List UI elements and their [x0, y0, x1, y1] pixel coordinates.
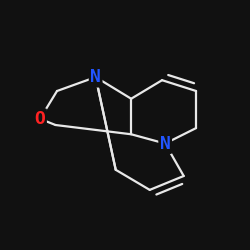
Text: N: N — [90, 68, 101, 86]
Text: O: O — [34, 110, 46, 128]
Text: N: N — [160, 134, 170, 152]
